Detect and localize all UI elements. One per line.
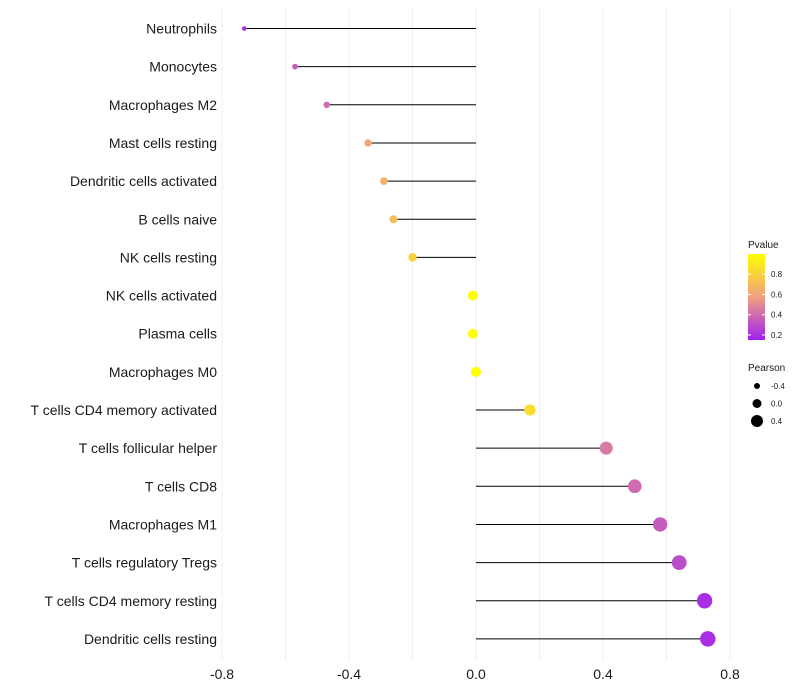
- data-point: [652, 517, 668, 532]
- data-point: [467, 328, 478, 339]
- x-axis-labels: -0.8 -0.4 0.0 0.4 0.8: [210, 666, 740, 682]
- y-axis-labels: Neutrophils Monocytes Macrophages M2 Mast c…: [31, 21, 218, 647]
- pearson-legend-dot: [754, 383, 760, 389]
- pvalue-legend: Pvalue 0.8 0.6 0.4 0.2: [748, 240, 783, 340]
- data-point: [467, 290, 478, 301]
- pvalue-legend-label: 0.8: [771, 270, 783, 279]
- x-tick-label: -0.8: [210, 666, 234, 682]
- data-point: [241, 26, 247, 31]
- data-point: [389, 215, 398, 224]
- category-label: Plasma cells: [138, 326, 217, 342]
- pvalue-colorbar: [748, 254, 765, 340]
- pvalue-legend-label: 0.2: [771, 331, 783, 340]
- category-label: Macrophages M0: [109, 364, 217, 380]
- pearson-legend-title: Pearson: [748, 363, 785, 374]
- category-label: NK cells resting: [120, 249, 217, 265]
- data-point: [599, 441, 613, 455]
- category-label: T cells follicular helper: [79, 440, 218, 456]
- pvalue-legend-label: 0.4: [771, 311, 783, 320]
- category-label: T cells CD4 memory activated: [31, 402, 217, 418]
- data-point: [696, 593, 713, 609]
- x-tick-label: -0.4: [337, 666, 361, 682]
- category-label: T cells CD8: [145, 478, 217, 494]
- pearson-legend-label: -0.4: [771, 382, 785, 391]
- category-label: Macrophages M2: [109, 97, 217, 113]
- data-point: [524, 404, 536, 416]
- x-tick-label: 0.8: [720, 666, 740, 682]
- pearson-legend-label: 0.0: [771, 400, 783, 409]
- data-point: [292, 63, 298, 70]
- pearson-legend-dot: [752, 399, 762, 408]
- category-label: Neutrophils: [146, 21, 217, 37]
- points: [241, 26, 716, 647]
- pearson-legend-dot: [751, 415, 763, 427]
- data-point: [627, 479, 642, 494]
- category-label: Mast cells resting: [109, 135, 217, 151]
- pvalue-legend-title: Pvalue: [748, 240, 779, 251]
- data-point: [471, 366, 481, 377]
- data-point: [408, 253, 417, 262]
- x-tick-label: 0.4: [593, 666, 613, 682]
- x-tick-label: 0.0: [466, 666, 486, 682]
- category-label: Dendritic cells activated: [70, 173, 217, 189]
- data-point: [380, 177, 388, 186]
- data-point: [364, 139, 372, 147]
- category-label: NK cells activated: [106, 288, 217, 304]
- category-label: Macrophages M1: [109, 516, 217, 532]
- pearson-legend: Pearson -0.4 0.0 0.4: [748, 363, 785, 427]
- data-point: [671, 555, 687, 570]
- stems: [244, 28, 708, 640]
- category-label: Monocytes: [149, 59, 217, 75]
- category-label: T cells regulatory Tregs: [72, 555, 217, 571]
- grid: [221, 6, 731, 660]
- category-label: T cells CD4 memory resting: [45, 593, 217, 609]
- pearson-legend-label: 0.4: [771, 417, 783, 426]
- category-label: Dendritic cells resting: [84, 631, 217, 647]
- data-point: [323, 101, 331, 109]
- category-label: B cells naive: [138, 211, 217, 227]
- data-point: [700, 631, 716, 647]
- pvalue-legend-label: 0.6: [771, 290, 783, 299]
